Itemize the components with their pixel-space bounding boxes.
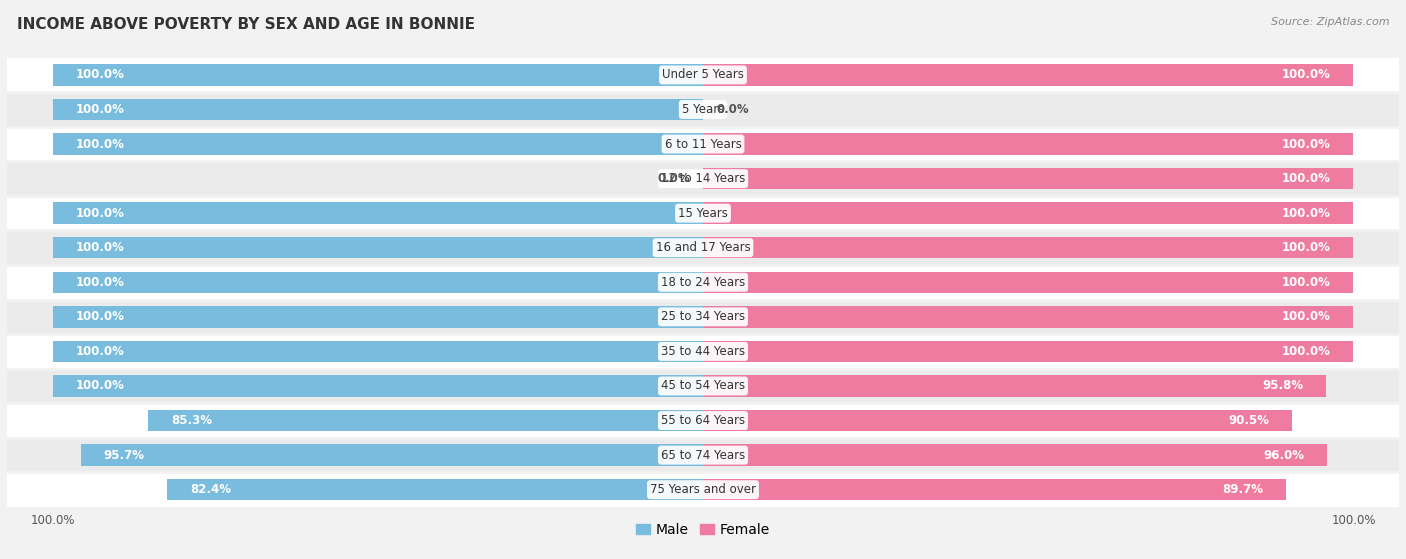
Bar (52, 202, 703, 224)
Text: 85.3%: 85.3% (172, 414, 212, 427)
Bar (7, 127, 1399, 162)
Text: Under 5 Years: Under 5 Years (662, 68, 744, 82)
Text: 55 to 64 Years: 55 to 64 Years (661, 414, 745, 427)
Bar (52, 340, 703, 362)
Bar (52, 99, 703, 120)
Bar (703, 237, 1354, 258)
Bar (52, 306, 703, 328)
Bar (7, 472, 1399, 507)
Text: 100.0%: 100.0% (76, 207, 124, 220)
Bar (703, 444, 1327, 466)
Bar (703, 202, 1354, 224)
Bar (703, 306, 1354, 328)
Bar (7, 334, 1399, 369)
Text: INCOME ABOVE POVERTY BY SEX AND AGE IN BONNIE: INCOME ABOVE POVERTY BY SEX AND AGE IN B… (17, 17, 475, 32)
Text: 75 Years and over: 75 Years and over (650, 483, 756, 496)
Legend: Male, Female: Male, Female (631, 518, 775, 542)
Bar (7, 58, 1399, 92)
Text: 100.0%: 100.0% (76, 380, 124, 392)
Text: 100.0%: 100.0% (76, 68, 124, 82)
Text: 12 to 14 Years: 12 to 14 Years (661, 172, 745, 185)
Bar (7, 230, 1399, 265)
Bar (7, 162, 1399, 196)
Text: 100.0%: 100.0% (76, 276, 124, 289)
Text: 15 Years: 15 Years (678, 207, 728, 220)
Text: 96.0%: 96.0% (1264, 449, 1305, 462)
Text: 5 Years: 5 Years (682, 103, 724, 116)
Bar (7, 92, 1399, 127)
Bar (703, 272, 1354, 293)
Text: 35 to 44 Years: 35 to 44 Years (661, 345, 745, 358)
Bar (7, 300, 1399, 334)
Bar (52, 237, 703, 258)
Bar (52, 134, 703, 155)
Text: 90.5%: 90.5% (1227, 414, 1268, 427)
Text: 100.0%: 100.0% (76, 345, 124, 358)
Bar (148, 410, 703, 431)
Text: 6 to 11 Years: 6 to 11 Years (665, 138, 741, 150)
Text: 65 to 74 Years: 65 to 74 Years (661, 449, 745, 462)
Text: 100.0%: 100.0% (76, 103, 124, 116)
Bar (703, 375, 1326, 397)
Text: 45 to 54 Years: 45 to 54 Years (661, 380, 745, 392)
Text: 89.7%: 89.7% (1223, 483, 1264, 496)
Text: 100.0%: 100.0% (1282, 207, 1330, 220)
Text: 25 to 34 Years: 25 to 34 Years (661, 310, 745, 323)
Text: 100.0%: 100.0% (1282, 345, 1330, 358)
Text: 100.0%: 100.0% (1282, 241, 1330, 254)
Bar (167, 479, 703, 500)
Bar (7, 196, 1399, 230)
Bar (7, 438, 1399, 472)
Bar (703, 479, 1286, 500)
Bar (703, 410, 1292, 431)
Bar (52, 64, 703, 86)
Text: 0.0%: 0.0% (716, 103, 748, 116)
Bar (80, 444, 703, 466)
Text: 95.8%: 95.8% (1263, 380, 1303, 392)
Text: 82.4%: 82.4% (190, 483, 231, 496)
Text: 100.0%: 100.0% (1282, 172, 1330, 185)
Text: 100.0%: 100.0% (76, 241, 124, 254)
Text: 100.0%: 100.0% (1282, 138, 1330, 150)
Text: 100.0%: 100.0% (76, 138, 124, 150)
Text: 18 to 24 Years: 18 to 24 Years (661, 276, 745, 289)
Text: 100.0%: 100.0% (1282, 310, 1330, 323)
Bar (7, 369, 1399, 403)
Text: 0.0%: 0.0% (658, 172, 690, 185)
Bar (7, 403, 1399, 438)
Bar (703, 64, 1354, 86)
Text: 100.0%: 100.0% (1282, 276, 1330, 289)
Text: Source: ZipAtlas.com: Source: ZipAtlas.com (1271, 17, 1389, 27)
Text: 95.7%: 95.7% (103, 449, 145, 462)
Bar (703, 134, 1354, 155)
Text: 100.0%: 100.0% (76, 310, 124, 323)
Text: 16 and 17 Years: 16 and 17 Years (655, 241, 751, 254)
Bar (7, 265, 1399, 300)
Bar (703, 168, 1354, 190)
Bar (52, 272, 703, 293)
Text: 100.0%: 100.0% (1282, 68, 1330, 82)
Bar (52, 375, 703, 397)
Bar (703, 340, 1354, 362)
